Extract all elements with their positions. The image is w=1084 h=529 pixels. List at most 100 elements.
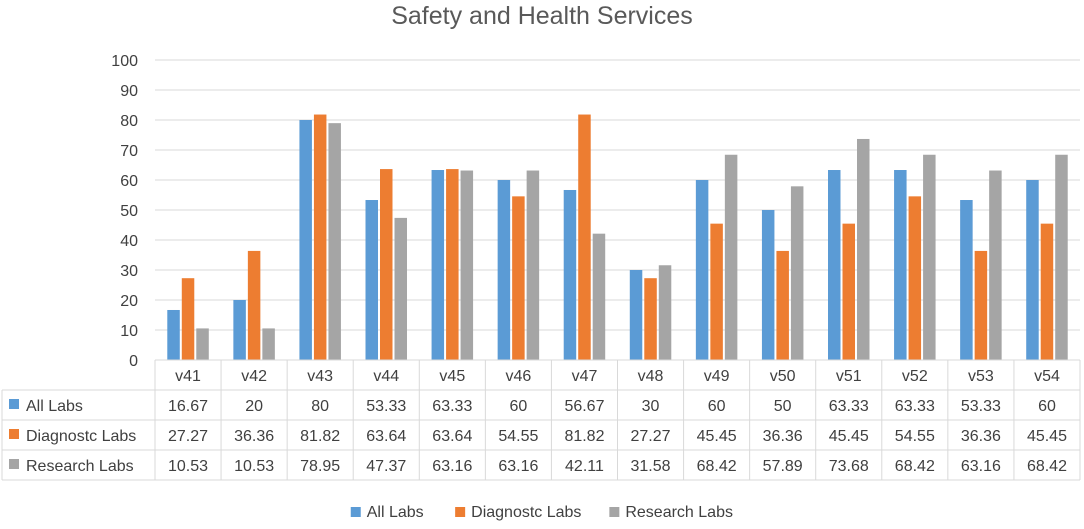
table-cell: 81.82 <box>300 428 340 445</box>
bar-research-labs-v49 <box>724 154 738 360</box>
table-cell: 53.33 <box>961 398 1001 415</box>
table-cell: 63.33 <box>432 398 472 415</box>
category-label: v51 <box>836 368 862 385</box>
category-label: v43 <box>307 368 333 385</box>
category-label: v48 <box>638 368 664 385</box>
bar-diagnostc-labs-v54 <box>1040 223 1054 360</box>
table-cell: 60 <box>509 398 527 415</box>
bar-diagnostc-labs-v51 <box>842 223 855 360</box>
bar-research-labs-v51 <box>857 138 870 360</box>
category-label: v41 <box>175 368 201 385</box>
bar-research-labs-v42 <box>262 328 275 360</box>
bar-diagnostc-labs-v53 <box>974 250 988 360</box>
table-cell: 42.11 <box>565 458 604 475</box>
table-series-name: Diagnostc Labs <box>26 428 136 445</box>
category-label: v54 <box>1034 368 1060 385</box>
table-cell: 27.27 <box>631 428 671 445</box>
table-cell: 63.16 <box>961 458 1001 475</box>
bar-diagnostc-labs-v42 <box>247 250 261 360</box>
legend-swatch <box>350 507 361 517</box>
bar-research-labs-v50 <box>790 186 804 360</box>
table-cell: 60 <box>1038 398 1056 415</box>
bar-diagnostc-labs-v46 <box>512 196 525 360</box>
table-cell: 31.58 <box>631 458 671 475</box>
table-cell: 45.45 <box>829 428 869 445</box>
bar-all-labs-v42 <box>233 300 246 360</box>
y-tick-label: 0 <box>129 353 138 370</box>
bar-diagnostc-labs-v41 <box>181 278 195 360</box>
y-tick-label: 50 <box>120 203 138 220</box>
bar-diagnostc-labs-v45 <box>446 169 459 360</box>
table-cell: 63.33 <box>829 398 869 415</box>
table-cell: 56.67 <box>564 398 604 415</box>
table-cell: 68.42 <box>1027 458 1067 475</box>
y-tick-label: 100 <box>111 53 138 70</box>
bar-all-labs-v44 <box>365 200 378 360</box>
table-cell: 36.36 <box>763 428 803 445</box>
bar-all-labs-v52 <box>894 170 907 360</box>
category-label: v47 <box>572 368 598 385</box>
y-tick-label: 30 <box>120 263 138 280</box>
bar-research-labs-v54 <box>1055 154 1068 360</box>
table-cell: 54.55 <box>498 428 538 445</box>
bar-research-labs-v53 <box>989 170 1002 360</box>
category-label: v49 <box>704 368 730 385</box>
table-cell: 27.27 <box>168 428 208 445</box>
table-cell: 10.53 <box>168 458 208 475</box>
bar-research-labs-v44 <box>394 217 407 360</box>
category-label: v44 <box>373 368 399 385</box>
bars <box>167 114 1068 361</box>
category-label: v53 <box>968 368 994 385</box>
y-tick-label: 90 <box>120 83 138 100</box>
table-cell: 81.82 <box>564 428 604 445</box>
bar-research-labs-v45 <box>460 170 474 360</box>
table-cell: 30 <box>642 398 660 415</box>
legend-swatch <box>455 507 466 517</box>
table-cell: 63.64 <box>432 428 472 445</box>
bar-all-labs-v46 <box>497 180 511 360</box>
table-cell: 47.37 <box>366 458 406 475</box>
table-cell: 68.42 <box>697 458 737 475</box>
table-cell: 63.16 <box>432 458 472 475</box>
table-cell: 16.67 <box>168 398 208 415</box>
y-tick-label: 80 <box>120 113 138 130</box>
bar-diagnostc-labs-v43 <box>313 114 327 360</box>
bar-diagnostc-labs-v44 <box>380 169 393 360</box>
category-label: v45 <box>439 368 465 385</box>
table-cell: 36.36 <box>234 428 274 445</box>
y-tick-label: 60 <box>120 173 138 190</box>
category-label: v46 <box>505 368 531 385</box>
y-axis: 0 10 20 30 40 50 60 70 80 90 100 <box>111 53 138 370</box>
bar-research-labs-v46 <box>526 170 540 360</box>
bar-all-labs-v53 <box>960 200 973 360</box>
bar-diagnostc-labs-v48 <box>644 278 657 360</box>
data-table: v41 v42 v43 v44 v45 v46 v47 v48 v49 v50 v51 v52 v53 v… <box>1 359 1081 481</box>
legend: All Labs Diagnostc Labs Research Labs <box>350 504 733 521</box>
table-cell: 50 <box>774 398 792 415</box>
bar-all-labs-v54 <box>1026 180 1039 360</box>
chart-title: Safety and Health Services <box>391 2 693 30</box>
table-cell: 63.33 <box>895 398 935 415</box>
bar-research-labs-v41 <box>196 328 209 360</box>
bar-all-labs-v48 <box>629 270 643 360</box>
table-cell: 45.45 <box>1027 428 1067 445</box>
bar-all-labs-v41 <box>167 309 180 360</box>
legend-label: Research Labs <box>625 504 733 521</box>
table-cell: 63.64 <box>366 428 406 445</box>
bar-all-labs-v45 <box>431 170 445 360</box>
bar-research-labs-v43 <box>328 123 341 361</box>
bar-all-labs-v51 <box>828 170 841 360</box>
table-cell: 63.16 <box>498 458 538 475</box>
table-cell: 53.33 <box>366 398 406 415</box>
legend-label: All Labs <box>367 504 424 521</box>
table-cell: 36.36 <box>961 428 1001 445</box>
table-cell: 60 <box>708 398 726 415</box>
table-cell: 10.53 <box>234 458 274 475</box>
table-cell: 78.95 <box>300 458 340 475</box>
bar-diagnostc-labs-v49 <box>710 223 723 360</box>
table-cell: 45.45 <box>697 428 737 445</box>
table-series-swatch <box>9 459 19 469</box>
legend-swatch <box>609 507 620 517</box>
legend-label: Diagnostc Labs <box>471 504 581 521</box>
